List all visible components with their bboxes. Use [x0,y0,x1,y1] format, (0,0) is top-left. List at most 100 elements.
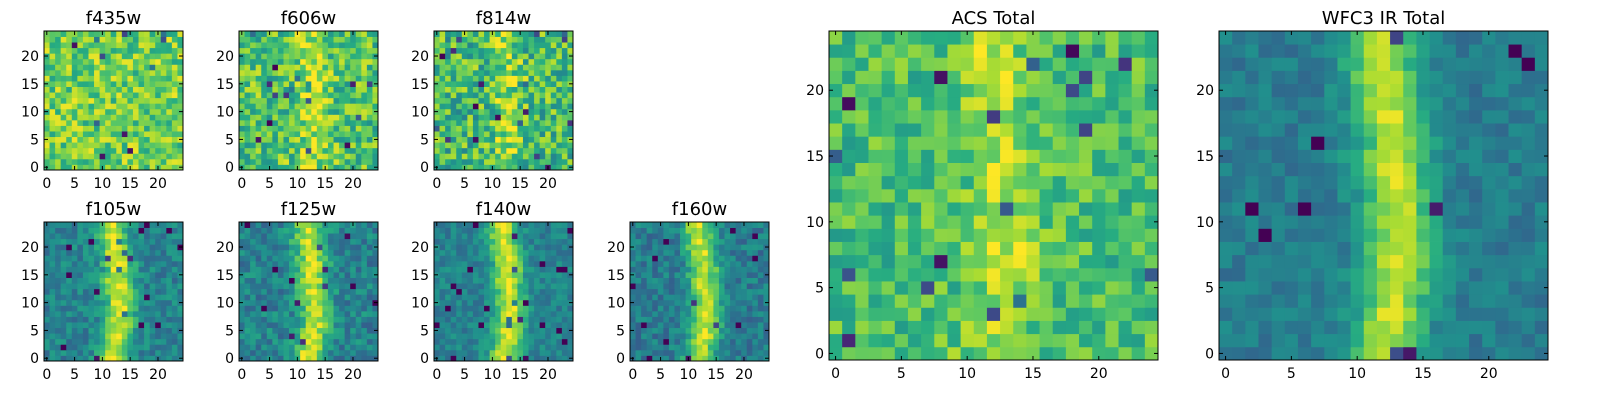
heatmap-cell [110,136,117,143]
heatmap-cell [921,149,935,163]
x-tick-label: 15 [121,176,139,192]
heatmap-cell [696,266,703,273]
heatmap-cell [250,97,257,104]
heatmap-cell [1000,202,1014,216]
heatmap-cell [327,355,334,362]
heatmap-cell [855,175,869,190]
heatmap-cell [127,136,134,143]
heatmap-cell [550,238,557,245]
heatmap-cell [160,47,167,54]
heatmap-cell [244,283,251,290]
heatmap-cell [763,344,770,351]
heatmap-cell [71,310,78,317]
heatmap-cell [110,283,117,290]
heatmap-cell [283,164,290,171]
heatmap-cell [116,272,123,278]
heatmap-cell [255,277,262,284]
heatmap-cell [685,266,692,273]
y-tick-label: 0 [225,351,234,367]
heatmap-cell [545,108,552,115]
heatmap-cell [934,202,948,216]
heatmap-cell [907,241,922,256]
heatmap-cell [366,164,373,171]
heatmap-cell [244,277,251,284]
heatmap-cell [82,299,89,306]
heatmap-cell [300,238,307,245]
heatmap-cell [500,316,507,323]
heatmap-cell [472,114,479,121]
heatmap-cell [105,69,112,76]
heatmap-cell [735,222,742,228]
heatmap-cell [121,92,128,99]
axes-frame [238,30,379,171]
heatmap-cell [283,233,290,240]
heatmap-cell [283,355,290,362]
heatmap-cell [495,233,502,240]
heatmap-cell [177,31,184,37]
heatmap-cell [155,338,162,345]
heatmap-cell [44,283,50,290]
heatmap-cell [506,310,513,317]
heatmap-cell [94,136,100,143]
heatmap-cell [439,36,446,43]
heatmap-cell [71,244,78,251]
heatmap-cell [239,344,245,351]
heatmap-cell [105,75,112,82]
heatmap-cell [489,75,496,82]
heatmap-cell [635,333,642,340]
heatmap-cell [49,283,56,290]
heatmap-cell [842,162,856,177]
heatmap-cell [495,92,502,99]
heatmap-cell [294,244,301,251]
heatmap-cell [986,188,1001,203]
heatmap-cell [718,283,725,290]
heatmap-cell [66,233,73,240]
heatmap-cell [66,119,73,126]
heatmap-cell [339,327,346,334]
heatmap-cell [322,227,329,234]
heatmap-cell [272,69,279,76]
heatmap-cell [461,283,468,290]
heatmap-cell [110,142,117,149]
heatmap-cell [561,58,568,65]
heatmap-cell [461,255,468,262]
heatmap-cell [110,227,117,234]
heatmap-cell [350,255,357,262]
x-tick-label: 20 [344,176,362,192]
heatmap-cell [506,260,513,267]
heatmap-cell [177,119,184,126]
heatmap-cell [316,333,323,340]
heatmap-cell [947,215,961,229]
heatmap-cell [489,114,496,121]
heatmap-cell [730,244,737,251]
heatmap-cell [556,322,563,329]
heatmap-cell [663,244,670,251]
heatmap-cell [445,119,452,126]
heatmap-cell [160,244,167,251]
heatmap-cell [478,260,485,267]
heatmap-cell [467,294,474,301]
heatmap-cell [691,327,698,334]
heatmap-cell [539,355,546,362]
heatmap-cell [60,53,67,60]
heatmap-cell [99,244,106,251]
heatmap-cell [472,310,479,317]
heatmap-cell [668,310,675,317]
heatmap-cell [300,131,307,138]
heatmap-cell [155,103,162,110]
heatmap-cell [439,322,446,329]
heatmap-cell [550,164,557,171]
heatmap-cell [355,92,362,99]
heatmap-cell [685,233,692,240]
heatmap-cell [986,202,1001,216]
heatmap-cell [272,233,279,240]
heatmap-cell [71,338,78,345]
heatmap-cell [305,108,312,115]
heatmap-cell [528,147,535,154]
heatmap-cell [344,164,351,171]
heatmap-cell [77,36,84,43]
heatmap-cell [702,260,709,267]
heatmap-cell [144,338,151,345]
heatmap-cell [149,349,156,356]
heatmap-cell [244,316,251,323]
